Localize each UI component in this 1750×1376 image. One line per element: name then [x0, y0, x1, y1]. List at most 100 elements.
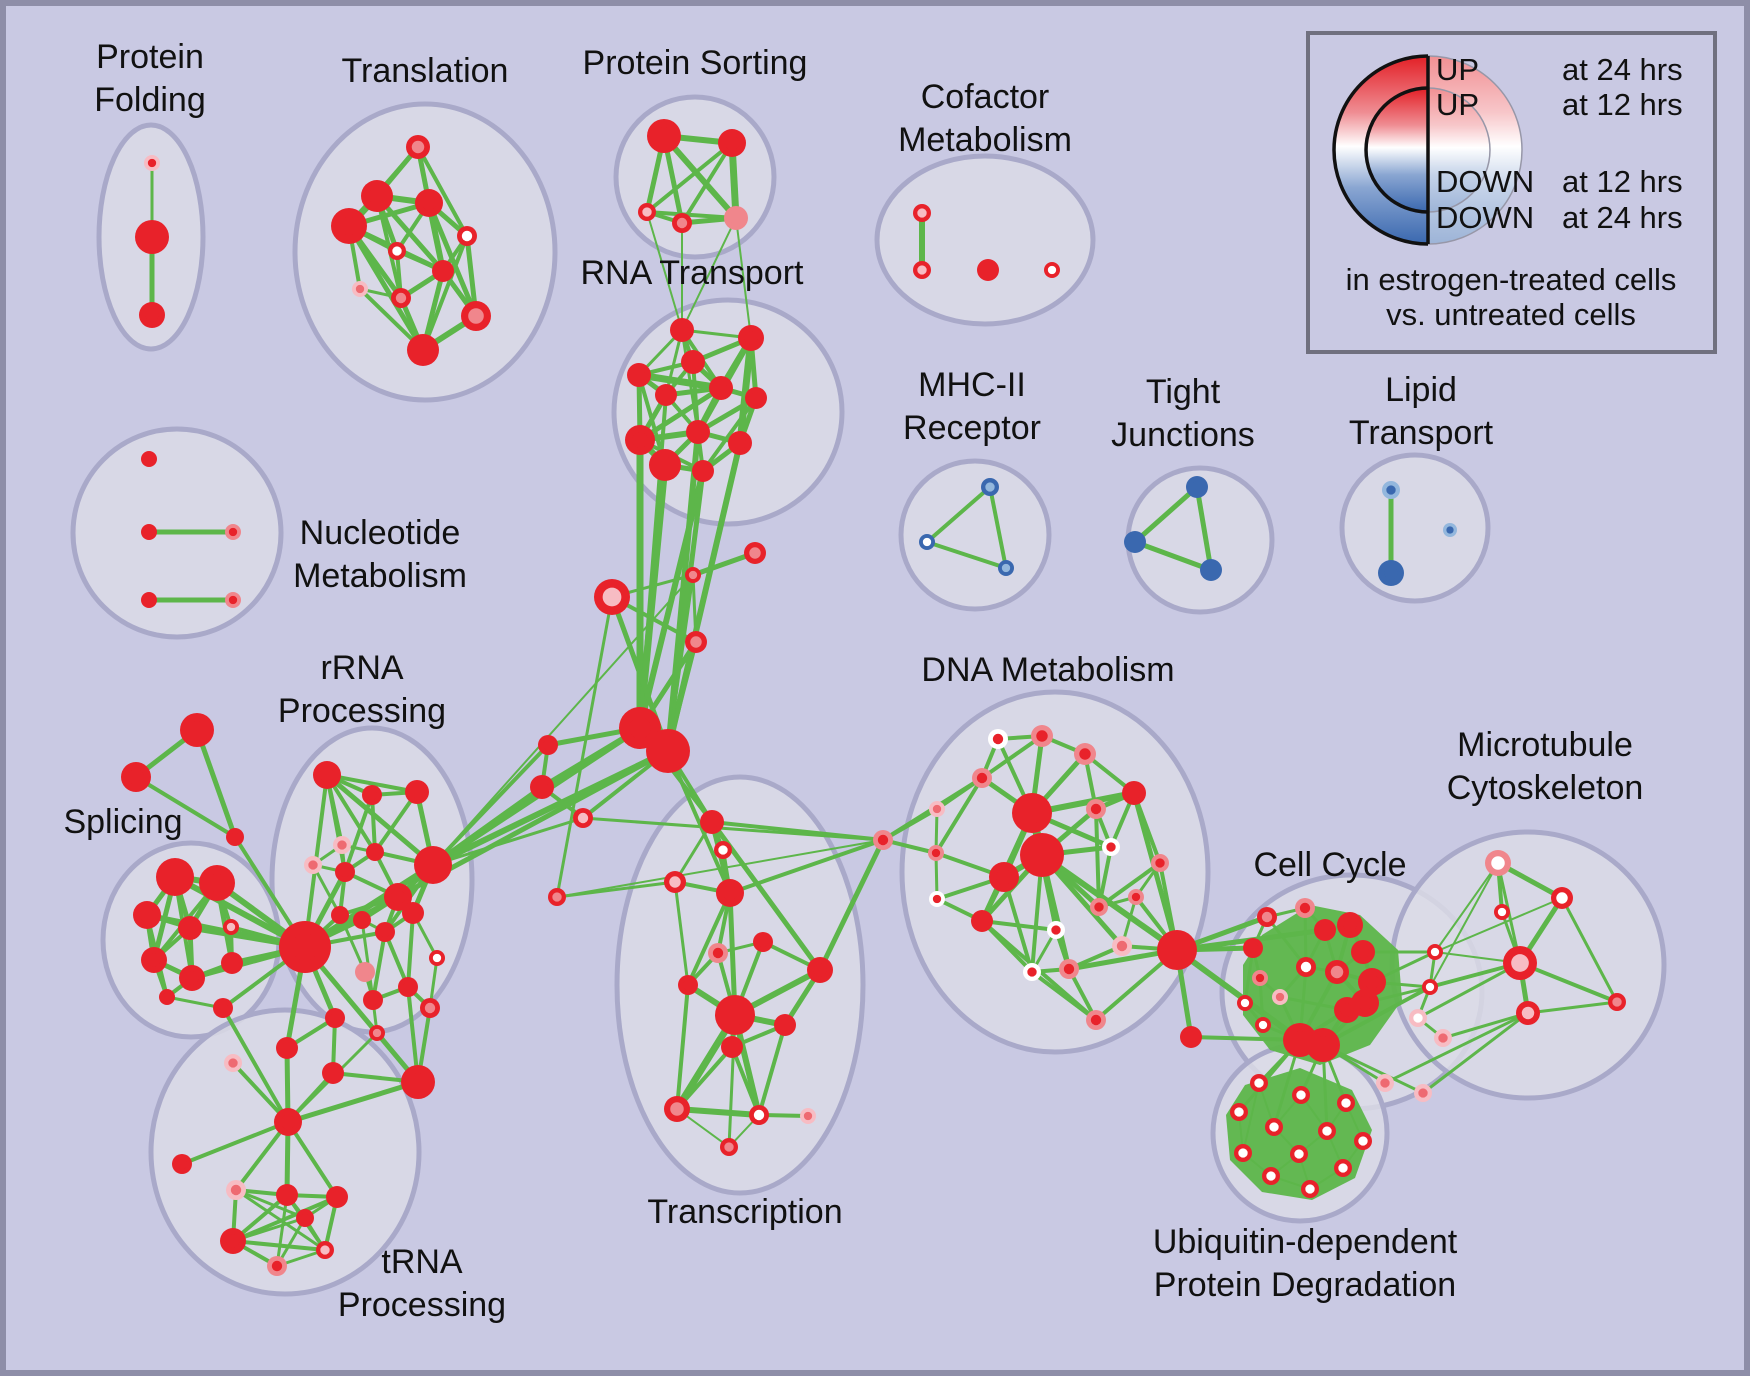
gene-node-core	[1497, 907, 1507, 917]
gene-node-core	[744, 331, 758, 345]
gene-node-core	[423, 855, 443, 875]
cluster-label-cell-cycle: Cell Cycle	[1253, 846, 1406, 884]
gene-node-core	[226, 1234, 240, 1248]
gene-node-core	[1205, 564, 1217, 576]
gene-node-core	[367, 994, 379, 1006]
network-edge	[1265, 915, 1308, 969]
network-edge	[730, 1045, 761, 1117]
network-edge	[324, 772, 436, 868]
gene-node-core	[1255, 973, 1265, 983]
gene-node-core	[1275, 992, 1285, 1002]
gene-node-core	[632, 432, 648, 448]
network-edge	[980, 919, 1058, 932]
gene-node-core	[676, 217, 688, 229]
gene-node-core	[421, 195, 437, 211]
gene-node-core	[1380, 1078, 1390, 1088]
gene-node-core	[1294, 1149, 1304, 1159]
network-edge	[1518, 961, 1619, 1004]
network-edge	[675, 983, 690, 1111]
gene-node-core	[1247, 942, 1259, 954]
cluster-label-translation: Translation	[342, 52, 509, 90]
gene-node-core	[985, 482, 995, 492]
cluster-label-cofactor: Cofactor	[921, 78, 1050, 116]
cluster-label-lipid-transport: Transport	[1349, 414, 1494, 452]
gene-node-core	[552, 892, 562, 902]
network-edge	[431, 816, 585, 867]
network-edge	[1429, 862, 1499, 988]
nodes-layer	[121, 119, 1626, 1276]
network-edge	[675, 1045, 734, 1111]
gene-node-core	[1027, 967, 1037, 977]
network-edge	[555, 595, 614, 899]
gene-node-core	[230, 1184, 242, 1196]
legend-inner-right-arc	[1427, 87, 1491, 213]
gene-node-core	[750, 392, 762, 404]
gene-node-core	[660, 389, 672, 401]
gene-node-core	[355, 284, 365, 294]
gene-node-core	[337, 840, 347, 850]
gene-node-core	[185, 971, 199, 985]
gene-node-core	[1305, 1184, 1315, 1194]
gene-node-core	[632, 368, 646, 382]
gene-node-core	[1425, 982, 1435, 992]
gene-node-core	[432, 953, 442, 963]
gene-node-core	[1341, 1098, 1351, 1108]
cluster-label-transcription: Transcription	[647, 1193, 842, 1231]
network-edge	[231, 1239, 327, 1252]
network-edge	[681, 217, 737, 331]
gene-node-core	[691, 425, 705, 439]
gene-node-core	[722, 885, 738, 901]
gene-node-core	[1299, 902, 1311, 914]
gene-node-core	[368, 187, 386, 205]
gene-node-core	[813, 963, 827, 977]
network-edge	[1321, 985, 1432, 1047]
gene-node-core	[281, 1189, 293, 1201]
cluster-label-dna-metabolism: DNA Metabolism	[921, 651, 1174, 689]
gene-node-core	[357, 915, 367, 925]
gene-node-core	[183, 921, 197, 935]
gene-node-core	[733, 436, 747, 450]
gene-node-core	[319, 767, 335, 783]
gene-node-core	[922, 537, 932, 547]
gene-node-core	[686, 355, 700, 369]
gene-node-core	[1079, 748, 1091, 760]
cluster-label-ubiquitin: Protein Degradation	[1154, 1266, 1456, 1304]
gene-node-core	[1491, 856, 1505, 870]
gene-node-core	[1090, 1014, 1102, 1026]
legend-outer-left-arc	[1332, 54, 1429, 246]
gene-node-core	[335, 910, 345, 920]
network-edge	[555, 880, 677, 899]
network-edge	[275, 1193, 289, 1268]
cluster-label-protein-folding: Protein	[96, 38, 204, 76]
gene-node-core	[144, 454, 154, 464]
network-edge	[1321, 1043, 1425, 1095]
cluster-label-mhc-ii: Receptor	[903, 409, 1041, 447]
gene-node-core	[188, 721, 206, 739]
gene-node-core	[682, 979, 694, 991]
network-edge	[1434, 897, 1563, 953]
network-edge	[1560, 896, 1619, 1004]
legend-right-half-fade	[1428, 56, 1522, 244]
gene-node-core	[1340, 1003, 1354, 1017]
gene-node-core	[1314, 1036, 1332, 1054]
gene-node-core	[370, 847, 380, 857]
gene-node-core	[602, 587, 622, 607]
gene-node-core	[359, 966, 371, 978]
gene-node-core	[753, 1109, 765, 1121]
network-edge	[231, 1195, 339, 1243]
gene-node-core	[1001, 563, 1011, 573]
gene-node-core	[207, 873, 227, 893]
gene-node-core	[535, 780, 549, 794]
gene-node-core	[1116, 940, 1128, 952]
cluster-ellipse-transcription	[614, 774, 866, 1196]
cluster-label-cofactor: Metabolism	[898, 121, 1072, 159]
gene-node-core	[726, 1041, 738, 1053]
gene-node-core	[128, 769, 144, 785]
gene-node-core	[226, 957, 238, 969]
network-edge	[1441, 1011, 1530, 1040]
network-edge	[1383, 1011, 1530, 1085]
cluster-label-protein-sorting: Protein Sorting	[583, 44, 808, 82]
gene-node-core	[228, 1058, 238, 1068]
